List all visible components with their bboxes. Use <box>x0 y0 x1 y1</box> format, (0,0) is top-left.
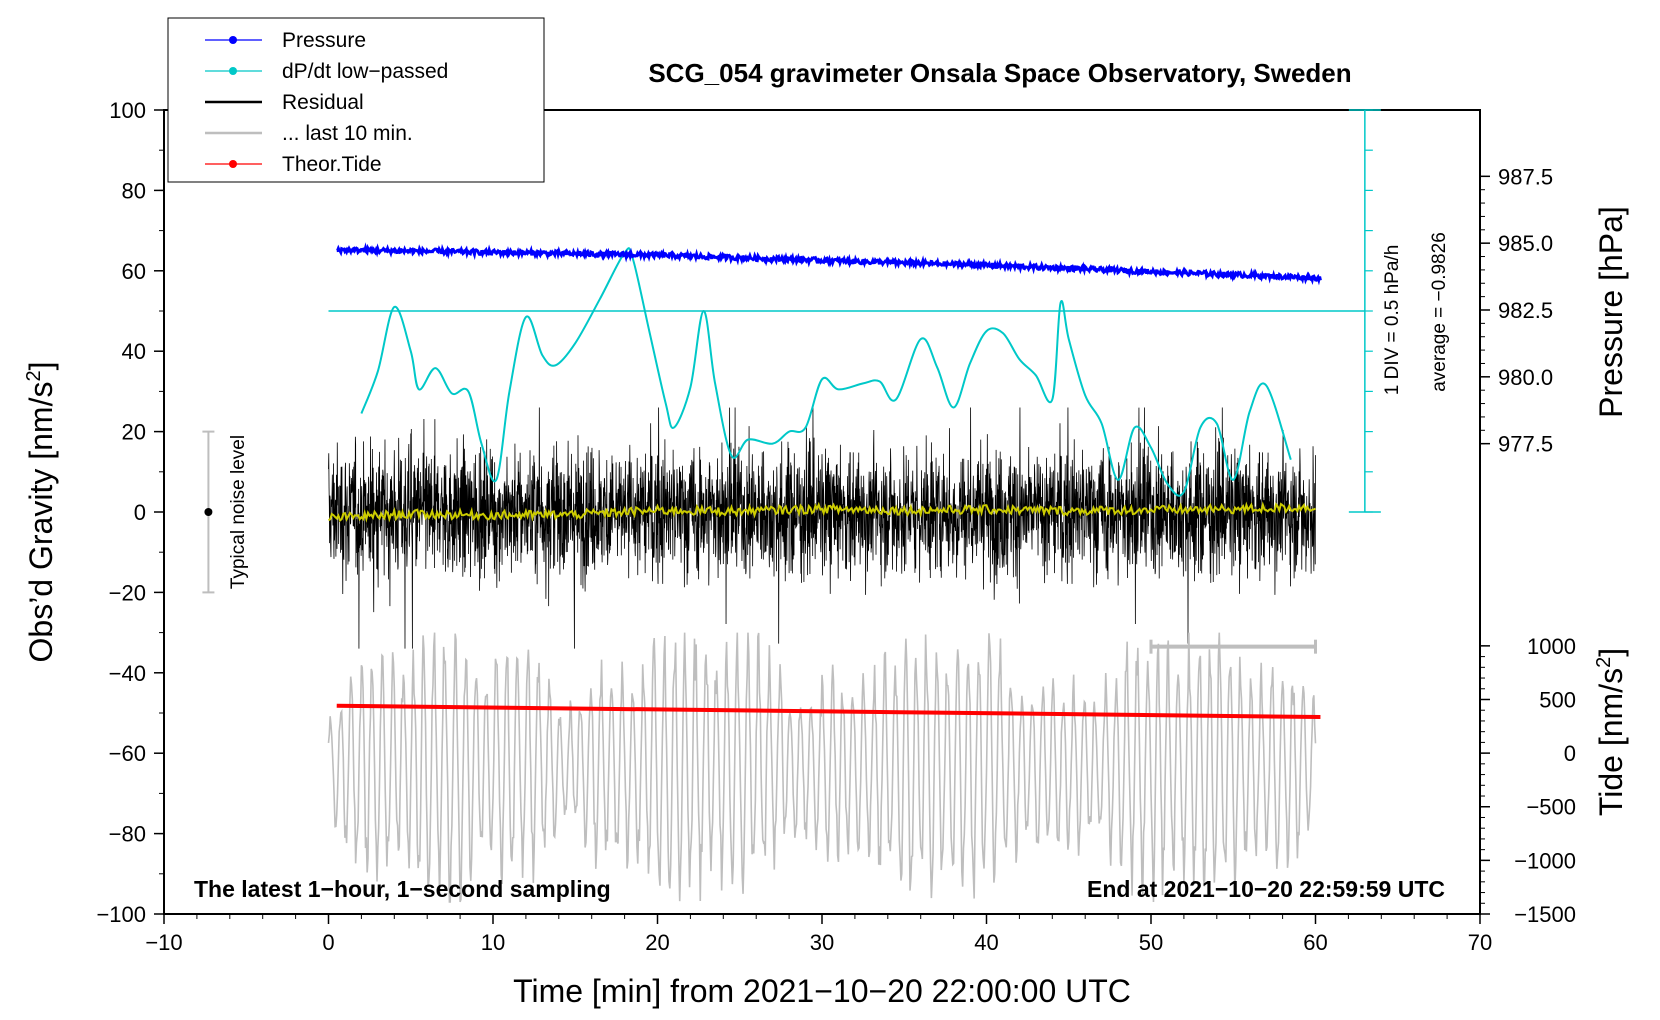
legend-label: dP/dt low−passed <box>282 60 448 83</box>
y-tick-label: 60 <box>122 259 146 284</box>
pressure-tick-label: 980.0 <box>1498 365 1553 390</box>
y-tick-label: 40 <box>122 339 146 364</box>
x-tick-label: 70 <box>1468 930 1492 955</box>
traces <box>327 242 1365 903</box>
y-tick-label: 80 <box>122 178 146 203</box>
bottom-left-note: The latest 1−hour, 1−second sampling <box>194 876 611 902</box>
x-tick-label: 0 <box>322 930 334 955</box>
average-label: average = −0.9826 <box>1429 232 1450 392</box>
y-axis-tide: −1500 −1000 −500 0 500 1000 <box>1480 634 1576 927</box>
dpdt-scale-bar <box>1348 109 1381 513</box>
legend-marker <box>229 67 237 75</box>
tide-axis-title: Tide [nm/s2] <box>1593 648 1629 816</box>
y-tick-label: −80 <box>109 822 146 847</box>
x-tick-label: 50 <box>1139 930 1163 955</box>
y-tick-label: 100 <box>109 98 146 123</box>
y-axis-title-sup: 2 <box>23 370 45 381</box>
scale-bar-label: 1 DIV = 0.5 hPa/h <box>1382 245 1403 396</box>
y-axis-title: Obs’d Gravity [nm/s2] <box>23 362 59 663</box>
x-tick-label: 20 <box>645 930 669 955</box>
y-axis-gravity: −100 −80 −60 −40 −20 0 20 40 60 80 100 <box>96 98 164 927</box>
chart-title: SCG_054 gravimeter Onsala Space Observat… <box>648 58 1351 88</box>
x-tick-label: 30 <box>810 930 834 955</box>
y-axis-pressure: 977.5 980.0 982.5 985.0 987.5 <box>1480 164 1553 457</box>
x-tick-label: 40 <box>974 930 998 955</box>
tide-axis-title-base: Tide [nm/s <box>1593 668 1629 816</box>
y-tick-label: 0 <box>134 500 146 525</box>
pressure-axis-title: Pressure [hPa] <box>1593 206 1629 418</box>
tide-tick-label: −1000 <box>1514 848 1576 873</box>
y-tick-label: −40 <box>109 661 146 686</box>
tide-tick-label: 0 <box>1564 741 1576 766</box>
x-tick-label: 10 <box>481 930 505 955</box>
pressure-tick-label: 985.0 <box>1498 231 1553 256</box>
noise-center-dot <box>204 508 213 516</box>
tide-axis-title-end: ] <box>1593 648 1629 657</box>
x-tick-label: −10 <box>145 930 182 955</box>
tide-axis-title-sup: 2 <box>1593 657 1615 668</box>
last-10-min-series <box>327 632 1317 903</box>
noise-level-label: Typical noise level <box>228 435 249 589</box>
y-axis-title-base: Obs’d Gravity [nm/s <box>23 382 59 663</box>
pressure-tick-label: 982.5 <box>1498 298 1553 323</box>
residual-series <box>328 407 1316 649</box>
x-axis-title: Time [min] from 2021−10−20 22:00:00 UTC <box>513 973 1131 1009</box>
x-axis: −10 0 10 20 30 40 50 60 70 <box>145 914 1492 955</box>
legend-box <box>167 17 545 183</box>
tide-tick-label: −1500 <box>1514 902 1576 927</box>
tide-series <box>336 703 1321 720</box>
legend-marker <box>229 160 237 168</box>
tide-tick-label: −500 <box>1526 795 1576 820</box>
bottom-right-note: End at 2021−10−20 22:59:59 UTC <box>1087 876 1445 902</box>
residual-smoothed-series <box>328 501 1316 523</box>
pressure-tick-label: 987.5 <box>1498 164 1553 189</box>
y-tick-label: −20 <box>109 580 146 605</box>
x-tick-label: 60 <box>1303 930 1327 955</box>
legend-marker <box>229 36 237 44</box>
tide-tick-label: 500 <box>1539 687 1576 712</box>
dpdt-series <box>360 247 1292 497</box>
y-axis-title-end: ] <box>23 362 59 371</box>
y-tick-label: −100 <box>96 902 146 927</box>
pressure-tick-label: 977.5 <box>1498 432 1553 457</box>
legend-label: Pressure <box>282 29 366 52</box>
legend-label: Theor.Tide <box>282 153 382 176</box>
y-tick-label: 20 <box>122 420 146 445</box>
pressure-series <box>336 242 1322 286</box>
y-tick-label: −60 <box>109 741 146 766</box>
noise-level-indicator <box>202 430 215 594</box>
legend-label: Residual <box>282 91 364 114</box>
legend-label: ... last 10 min. <box>282 122 413 145</box>
legend: Pressure dP/dt low−passed Residual ... last… <box>167 17 545 183</box>
tide-tick-label: 1000 <box>1527 634 1576 659</box>
